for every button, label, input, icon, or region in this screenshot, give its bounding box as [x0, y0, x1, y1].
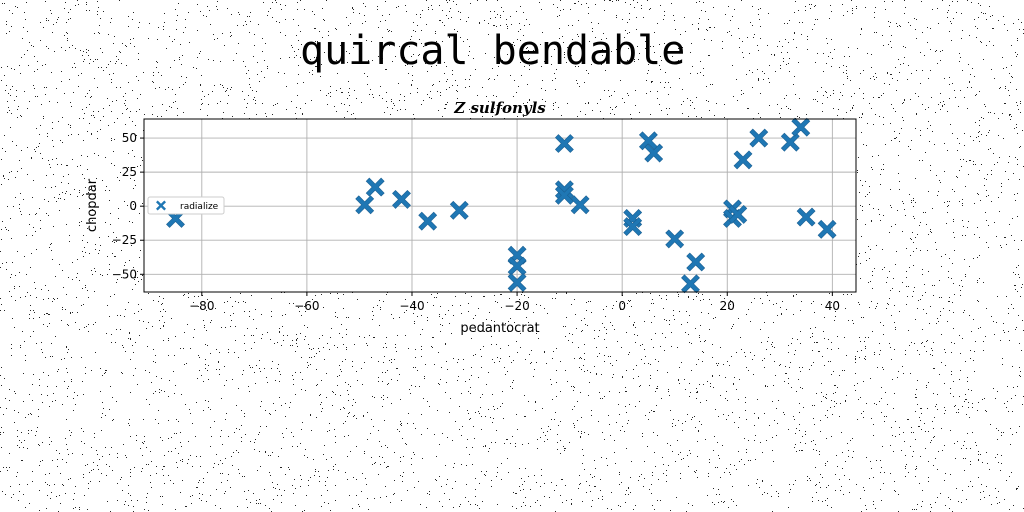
data-point — [392, 189, 411, 209]
data-point — [780, 132, 800, 152]
data-point — [686, 252, 706, 272]
data-point — [817, 219, 837, 239]
data-point — [796, 207, 816, 227]
data-point — [418, 211, 438, 231]
page-title: quircal bendable — [300, 28, 686, 74]
legend-marker-x-icon — [156, 200, 166, 211]
x-tick-label: 20 — [720, 299, 735, 313]
data-point — [791, 117, 811, 137]
data-point — [355, 195, 375, 215]
data-point — [507, 273, 527, 292]
x-axis-label: pedantocrat — [460, 321, 539, 336]
plot-area — [143, 118, 857, 293]
data-point — [507, 256, 527, 276]
data-point — [644, 143, 664, 163]
data-point — [623, 217, 643, 237]
x-tick-label: −40 — [399, 299, 424, 313]
x-tick-label: 40 — [825, 299, 840, 313]
x-tick-label: −60 — [294, 299, 319, 313]
data-point — [554, 134, 574, 153]
data-point — [733, 150, 753, 170]
y-axis-label: chopdar — [85, 178, 100, 232]
legend-entry-radialize: radialize — [180, 202, 219, 212]
data-point — [749, 128, 769, 148]
data-point — [638, 131, 658, 151]
data-point — [570, 195, 590, 215]
y-tick-label: 25 — [122, 165, 137, 179]
plot-background — [144, 119, 856, 292]
y-tick-label: 0 — [129, 199, 137, 213]
x-tick-label: −20 — [504, 299, 529, 313]
y-tick-label: 50 — [122, 131, 137, 145]
legend-box — [147, 196, 225, 215]
legend: radialize — [147, 196, 225, 215]
y-tick-label: −50 — [112, 267, 137, 281]
axis-ticks: −80 −60 −40 −20 0 20 40 −50 −25 0 25 50 — [112, 131, 840, 313]
data-points — [166, 117, 837, 294]
x-tick-label: −80 — [189, 299, 214, 313]
data-point — [449, 200, 469, 220]
data-point — [365, 177, 385, 197]
data-point — [554, 185, 574, 205]
data-point — [665, 229, 685, 249]
chart-title: Z sulfonyls — [453, 99, 546, 117]
y-tick-label: −25 — [112, 233, 137, 247]
data-point — [681, 274, 700, 294]
x-tick-label: 0 — [618, 299, 626, 313]
data-point — [728, 204, 748, 224]
